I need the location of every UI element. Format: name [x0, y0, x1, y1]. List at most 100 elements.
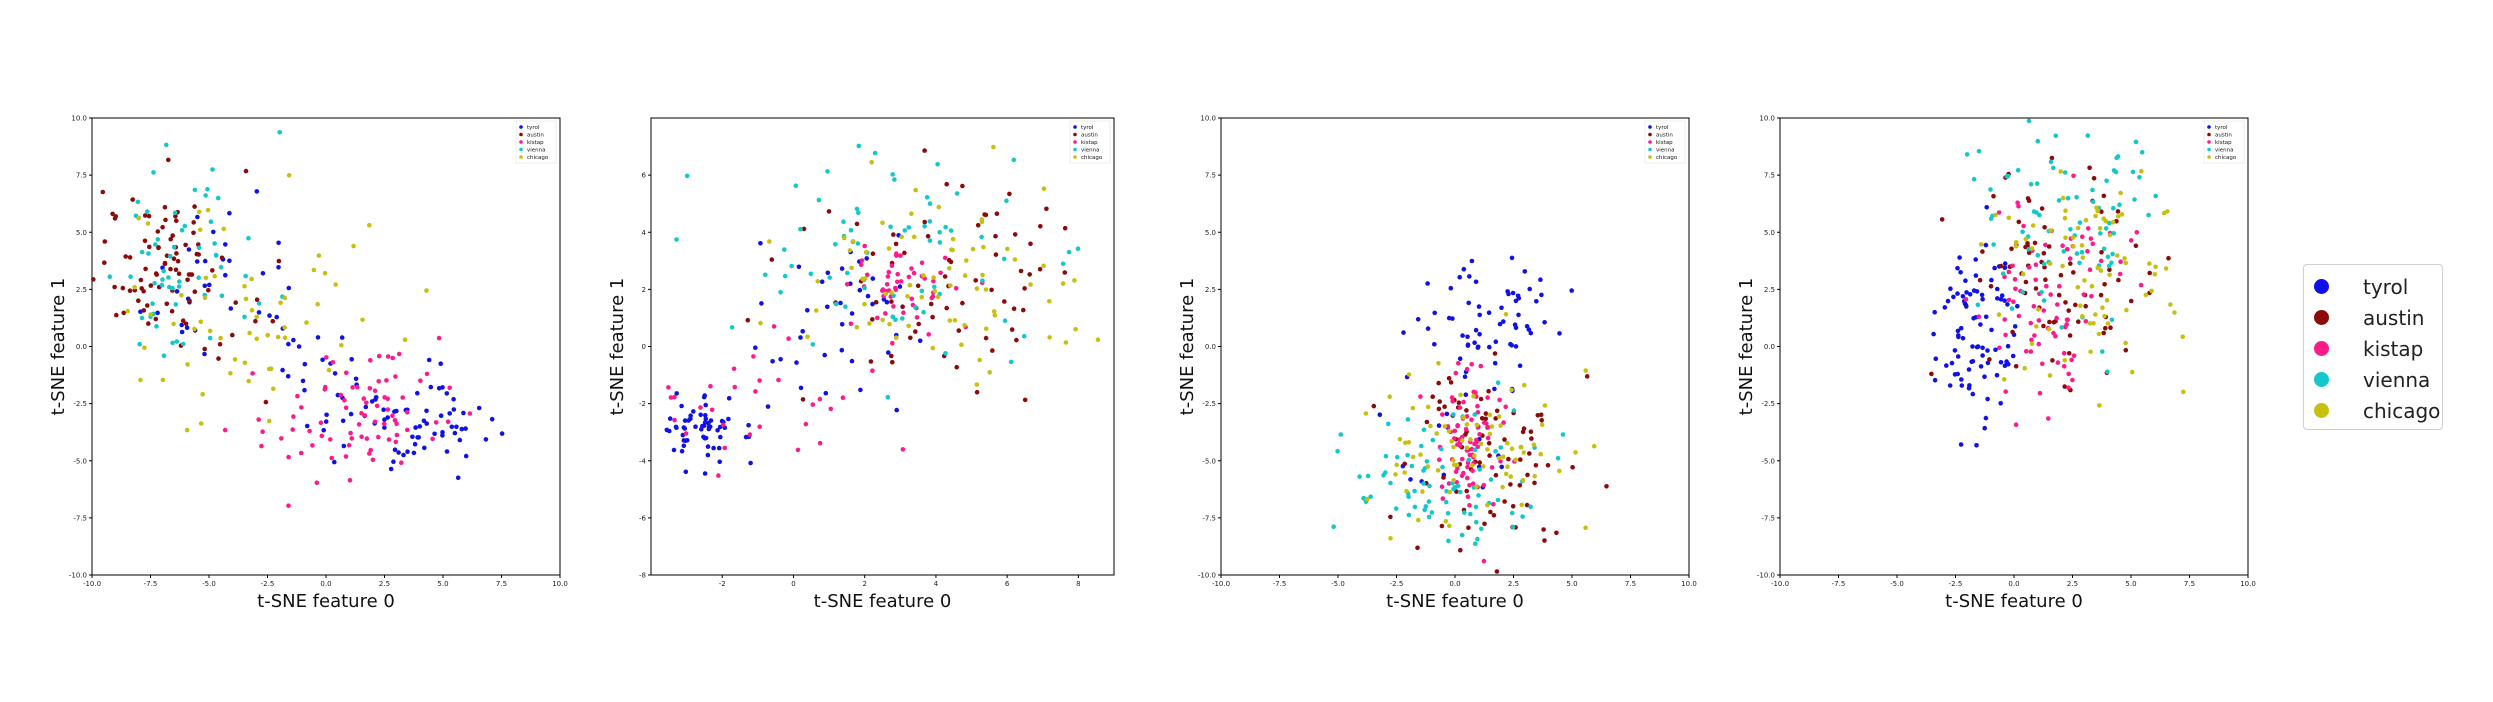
data-point-vienna: [1427, 483, 1432, 489]
data-point-chicago: [979, 217, 985, 222]
data-point-chicago: [1442, 424, 1448, 429]
data-point-tyrol: [323, 419, 329, 424]
data-point-kistap: [1996, 210, 2002, 215]
data-point-chicago: [2046, 326, 2052, 332]
data-point-vienna: [1335, 449, 1340, 454]
data-point-tyrol: [1980, 296, 1985, 302]
data-point-chicago: [991, 144, 996, 150]
data-point-chicago: [1591, 443, 1597, 449]
data-point-vienna: [174, 339, 180, 344]
data-point-chicago: [1520, 478, 1526, 483]
data-point-tyrol: [363, 404, 369, 410]
y-axis-label: t-SNE feature 1: [1177, 278, 1198, 416]
data-point-tyrol: [800, 329, 805, 334]
data-point-kistap: [2048, 292, 2053, 297]
data-point-kistap: [250, 371, 255, 376]
data-point-kistap: [399, 460, 404, 466]
data-point-vienna: [151, 170, 156, 175]
data-point-chicago: [2115, 214, 2121, 219]
data-point-vienna: [179, 228, 185, 233]
y-tick-label: 5.0: [1205, 229, 1216, 237]
data-point-tyrol: [1952, 372, 1958, 377]
data-point-vienna: [1458, 489, 1463, 495]
data-point-kistap: [931, 278, 936, 284]
data-point-vienna: [1405, 417, 1411, 422]
data-point-chicago: [315, 301, 320, 307]
data-point-austin: [1464, 488, 1469, 494]
data-point-vienna: [2074, 251, 2080, 256]
data-point-chicago: [1406, 372, 1412, 377]
data-point-tyrol: [701, 394, 707, 400]
data-point-vienna: [763, 272, 768, 278]
data-point-chicago: [2122, 256, 2127, 261]
data-point-chicago: [1397, 436, 1403, 442]
data-point-kistap: [2046, 416, 2051, 421]
data-point-tyrol: [1476, 304, 1482, 309]
data-point-chicago: [2119, 212, 2125, 217]
data-point-chicago: [142, 345, 147, 351]
y-tick-label: -2.5: [1761, 400, 1775, 408]
data-point-austin: [2083, 303, 2088, 309]
data-point-chicago: [1363, 411, 1369, 416]
data-point-chicago: [1489, 424, 1495, 429]
data-point-tyrol: [679, 403, 684, 409]
data-point-vienna: [2041, 261, 2047, 267]
data-point-kistap: [291, 414, 296, 419]
data-point-chicago: [326, 367, 332, 373]
data-point-vienna: [2100, 349, 2105, 354]
data-point-austin: [2098, 292, 2104, 298]
data-point-vienna: [684, 173, 690, 179]
data-point-chicago: [367, 222, 372, 228]
data-point-austin: [2023, 279, 2029, 285]
data-point-chicago: [1443, 519, 1449, 524]
data-point-chicago: [1394, 462, 1399, 468]
data-point-tyrol: [707, 424, 713, 430]
data-point-vienna: [2077, 260, 2082, 266]
data-point-tyrol: [2005, 343, 2011, 349]
data-point-tyrol: [463, 426, 468, 431]
data-point-vienna: [2077, 220, 2083, 225]
data-point-vienna: [1488, 477, 1494, 482]
data-point-vienna: [1555, 455, 1561, 461]
data-point-vienna: [1412, 488, 1417, 494]
data-point-austin: [2068, 261, 2073, 266]
data-point-tyrol: [1425, 326, 1431, 331]
data-point-tyrol: [1956, 333, 1961, 338]
data-point-austin: [1436, 380, 1441, 386]
data-point-tyrol: [1473, 327, 1479, 333]
data-point-kistap: [2006, 269, 2012, 275]
data-point-vienna: [935, 162, 940, 167]
data-point-tyrol: [1985, 348, 1990, 353]
data-point-kistap: [2037, 390, 2043, 396]
data-point-austin: [2128, 298, 2134, 304]
data-point-chicago: [2123, 260, 2129, 266]
data-point-chicago: [1474, 484, 1479, 490]
x-tick-label: 0.0: [1449, 580, 1460, 588]
data-point-austin: [1991, 193, 1996, 199]
data-point-tyrol: [805, 308, 810, 313]
data-point-austin: [1517, 483, 1523, 488]
data-point-austin: [944, 305, 949, 311]
x-tick-label: -2.5: [1949, 580, 1963, 588]
data-point-austin: [168, 236, 173, 242]
data-point-austin: [930, 314, 935, 320]
data-point-vienna: [1459, 532, 1465, 538]
data-point-tyrol: [1966, 367, 1972, 372]
data-point-chicago: [145, 221, 151, 226]
data-point-austin: [2041, 251, 2047, 256]
data-point-austin: [130, 197, 135, 202]
data-point-kistap: [751, 354, 756, 359]
data-point-chicago: [947, 318, 953, 323]
data-point-austin: [2023, 244, 2028, 250]
data-point-austin: [974, 389, 980, 395]
data-point-chicago: [333, 282, 338, 287]
data-point-kistap: [1455, 466, 1460, 471]
data-point-vienna: [159, 282, 165, 288]
data-point-austin: [2123, 347, 2129, 353]
data-point-tyrol: [1425, 281, 1430, 286]
data-point-kistap: [299, 405, 304, 410]
y-tick-label: -10.0: [1198, 572, 1216, 580]
x-tick-label: -10.0: [1212, 580, 1230, 588]
y-tick-label: -7.5: [1202, 514, 1216, 522]
data-point-tyrol: [1964, 304, 1969, 309]
